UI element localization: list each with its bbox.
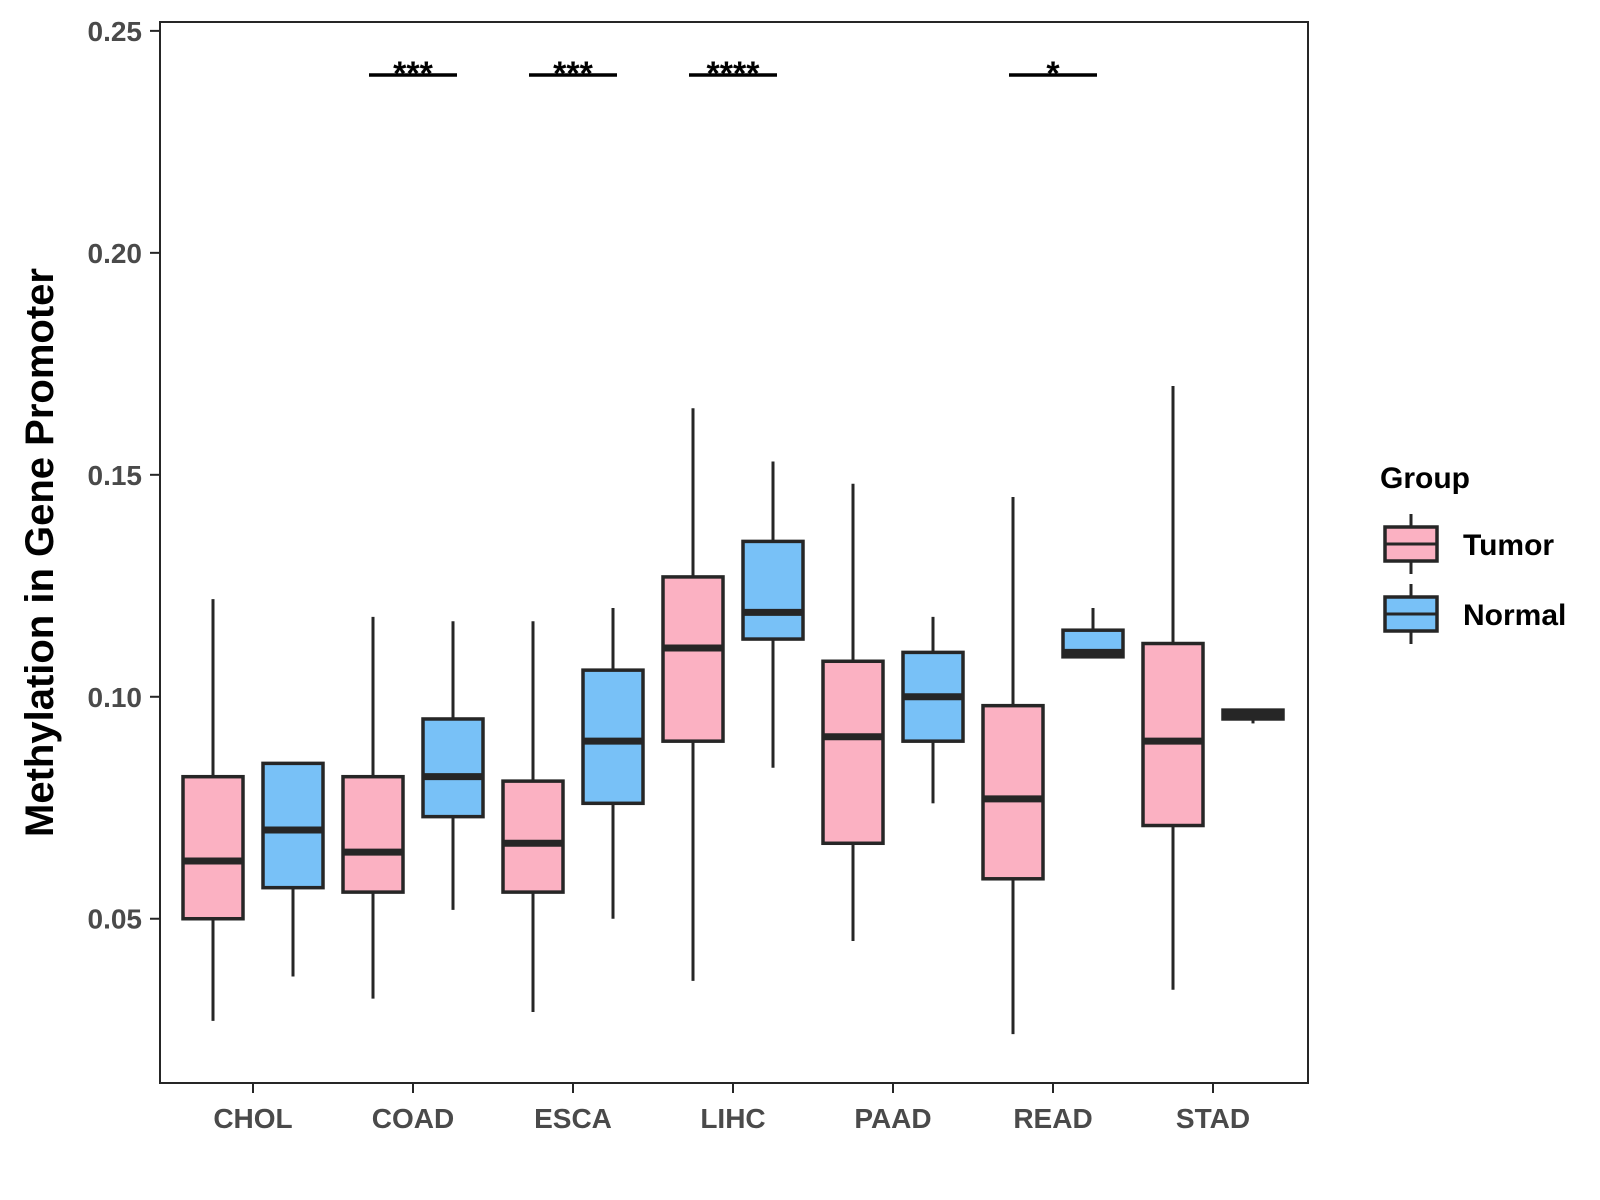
box-normal-chol xyxy=(261,761,325,890)
x-tick-label: PAAD xyxy=(854,1103,931,1134)
x-tick-label: READ xyxy=(1013,1103,1092,1134)
legend-title: Group xyxy=(1380,462,1470,495)
box-normal-esca xyxy=(581,668,645,806)
x-tick-label: ESCA xyxy=(534,1103,612,1134)
box-tumor-coad xyxy=(341,774,405,894)
legend-label-tumor: Tumor xyxy=(1463,529,1554,562)
y-axis-title: Methylation in Gene Promoter xyxy=(18,268,62,837)
x-tick-label: LIHC xyxy=(700,1103,765,1134)
box-tumor-paad xyxy=(821,659,885,846)
x-tick-label: CHOL xyxy=(213,1103,292,1134)
box-normal-coad xyxy=(421,717,485,819)
box-normal-lihc xyxy=(741,539,805,641)
y-tick-label: 0.05 xyxy=(88,904,143,935)
significance-label-esca: *** xyxy=(553,55,593,93)
box-tumor-read xyxy=(981,703,1045,881)
y-tick-label: 0.25 xyxy=(88,16,143,47)
significance-label-read: * xyxy=(1046,55,1060,93)
significance-label-lihc: **** xyxy=(707,55,761,93)
box-tumor-chol xyxy=(181,774,245,921)
y-tick-label: 0.15 xyxy=(88,460,143,491)
x-tick-label: COAD xyxy=(372,1103,454,1134)
box-tumor-esca xyxy=(501,779,565,894)
plot-panel-border xyxy=(159,21,1309,1084)
y-tick-label: 0.20 xyxy=(88,238,143,269)
box-tumor-stad xyxy=(1141,641,1205,828)
significance-label-coad: *** xyxy=(393,55,433,93)
x-tick-label: STAD xyxy=(1176,1103,1250,1134)
box-tumor-lihc xyxy=(661,575,725,743)
legend-label-normal: Normal xyxy=(1463,599,1566,632)
y-tick-label: 0.10 xyxy=(88,682,143,713)
